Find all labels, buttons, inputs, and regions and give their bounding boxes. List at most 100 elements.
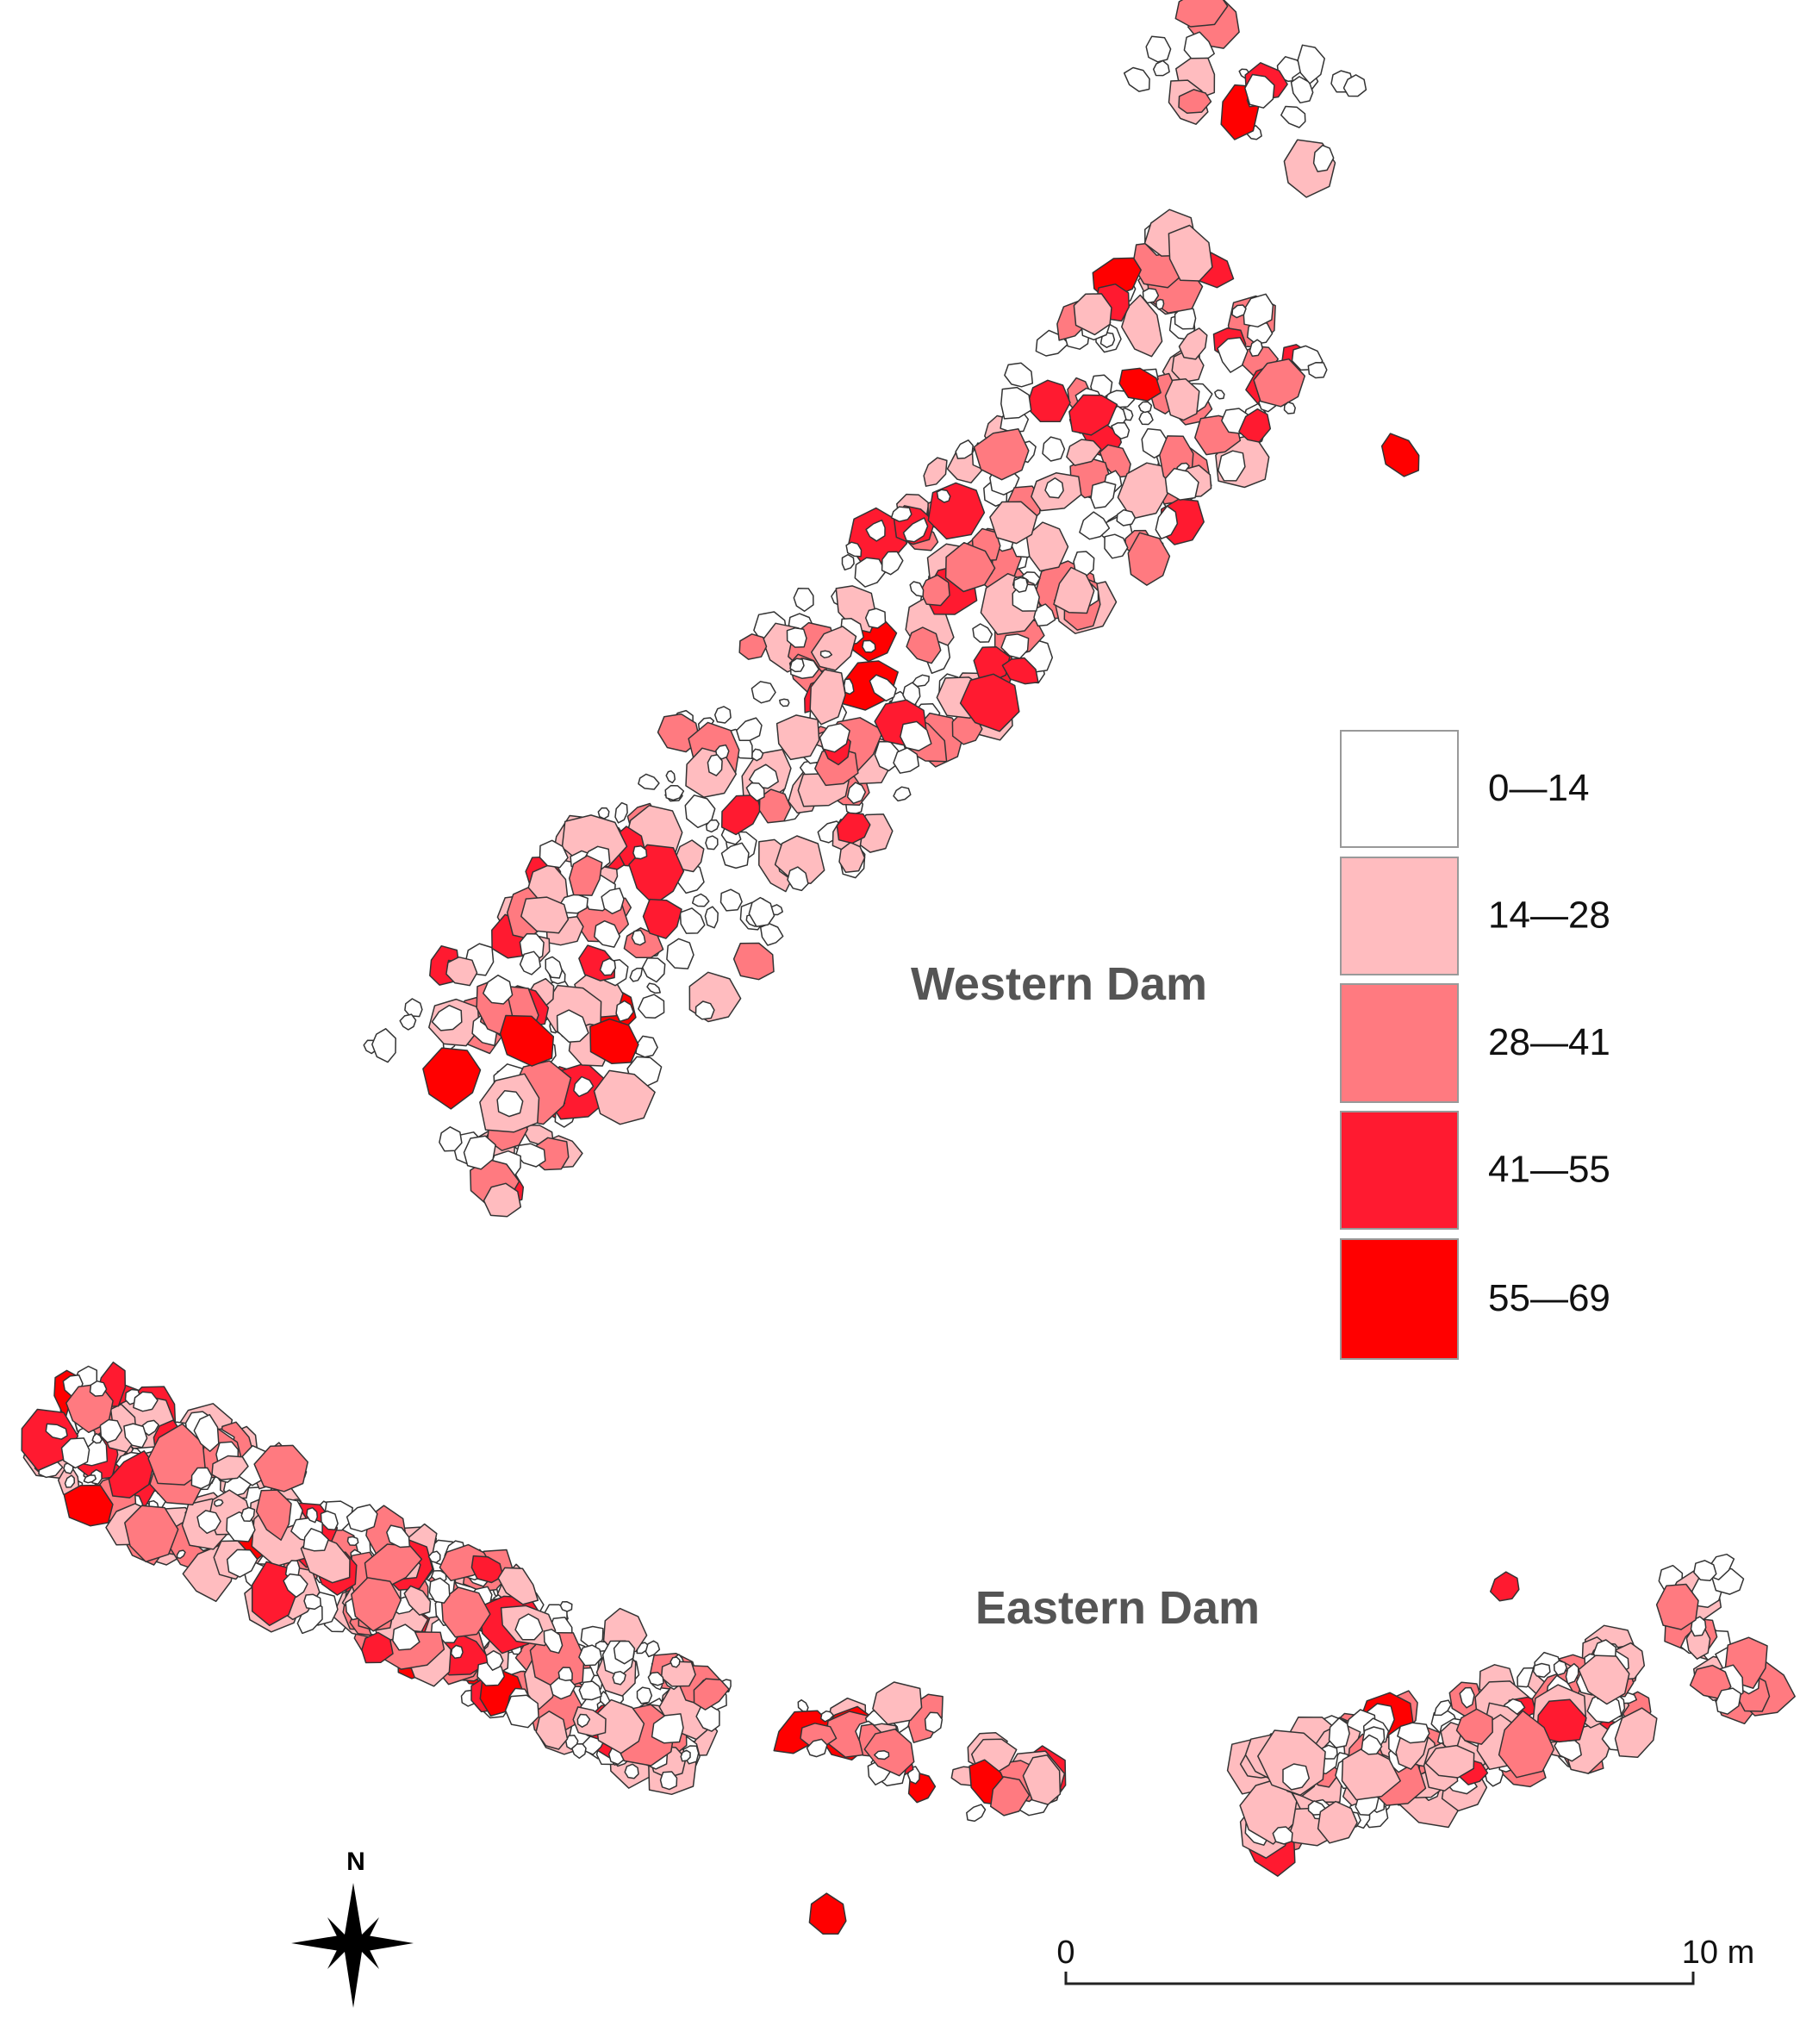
stone (659, 1771, 678, 1791)
stone (124, 1505, 179, 1563)
legend-label: 28—41 (1488, 1021, 1610, 1063)
stone (599, 957, 617, 976)
stone (838, 841, 866, 873)
stone (864, 608, 887, 629)
stone (1000, 633, 1030, 659)
stone (638, 994, 665, 1019)
stone (346, 1504, 378, 1533)
stone (1341, 1746, 1401, 1801)
stone (1312, 144, 1335, 172)
stone (1690, 1616, 1707, 1637)
stone (1164, 378, 1200, 421)
stone (1025, 521, 1069, 572)
stone (483, 974, 514, 1005)
legend-swatch (1340, 1238, 1459, 1360)
stone (924, 1711, 944, 1734)
stone (64, 1474, 76, 1488)
stone (403, 1585, 432, 1616)
stone (906, 626, 942, 664)
stone (1297, 44, 1325, 84)
stone (346, 1536, 359, 1547)
stone (651, 1713, 684, 1744)
stone (636, 1686, 653, 1704)
stone (720, 842, 750, 869)
stone (1317, 1800, 1358, 1844)
stone (893, 747, 920, 774)
stone (759, 923, 784, 946)
stone (485, 1649, 504, 1671)
stone (371, 1028, 396, 1063)
stone (1498, 1710, 1555, 1779)
legend-label: 41—55 (1488, 1149, 1610, 1191)
stone (809, 669, 846, 726)
stone (751, 681, 776, 704)
stone (483, 1182, 522, 1218)
stone (1123, 66, 1150, 92)
stone (545, 956, 564, 979)
stone (499, 1014, 555, 1067)
stone (1532, 1662, 1551, 1678)
stone (351, 1577, 402, 1632)
stone (422, 1047, 482, 1110)
stone (1283, 401, 1296, 414)
stones (21, 0, 1796, 1935)
stone (520, 896, 570, 934)
stone (1424, 1744, 1475, 1779)
stone (45, 1423, 68, 1440)
stone (1138, 409, 1154, 426)
stone (549, 1677, 576, 1700)
stone (578, 1680, 602, 1701)
stone (631, 929, 646, 946)
stone (684, 795, 716, 829)
stone (679, 907, 706, 934)
stone (923, 457, 948, 487)
stone (190, 1467, 213, 1490)
stone (966, 1804, 987, 1823)
stone (514, 1613, 544, 1641)
stone (543, 1629, 564, 1655)
stone (91, 1432, 103, 1444)
stone (1282, 1763, 1311, 1791)
legend-swatch (1340, 857, 1459, 975)
stone (865, 519, 886, 542)
stone (635, 1035, 658, 1058)
stone (255, 1489, 292, 1541)
stone (758, 788, 792, 824)
stone (1164, 467, 1199, 501)
stone (193, 1413, 220, 1452)
stone (890, 506, 912, 522)
stone (1145, 35, 1172, 63)
stone (680, 1749, 691, 1762)
stone (1066, 439, 1102, 466)
stone (1116, 508, 1137, 527)
stone (909, 581, 925, 597)
stone (893, 786, 912, 802)
stone (556, 1009, 589, 1043)
stone (427, 1550, 441, 1564)
stone (1001, 657, 1039, 685)
stone (632, 845, 648, 860)
stone (1214, 389, 1225, 400)
stone (645, 1640, 661, 1658)
stone (568, 855, 603, 896)
stone (578, 1644, 602, 1667)
stone (1012, 576, 1029, 593)
stone (647, 1671, 664, 1686)
stone (539, 839, 569, 869)
stone (497, 1567, 539, 1605)
stone (846, 782, 867, 805)
stone (705, 835, 719, 851)
stone (439, 1126, 463, 1152)
stone (613, 1640, 636, 1665)
stone (944, 541, 996, 593)
stone (808, 1892, 847, 1935)
stone (1459, 1686, 1475, 1709)
stone (719, 888, 743, 912)
stone (320, 1510, 339, 1531)
stone (1489, 1571, 1520, 1602)
stone (810, 626, 857, 671)
stone (1290, 76, 1314, 104)
stone (959, 673, 1020, 732)
stone (1238, 408, 1272, 443)
stone (786, 626, 807, 648)
